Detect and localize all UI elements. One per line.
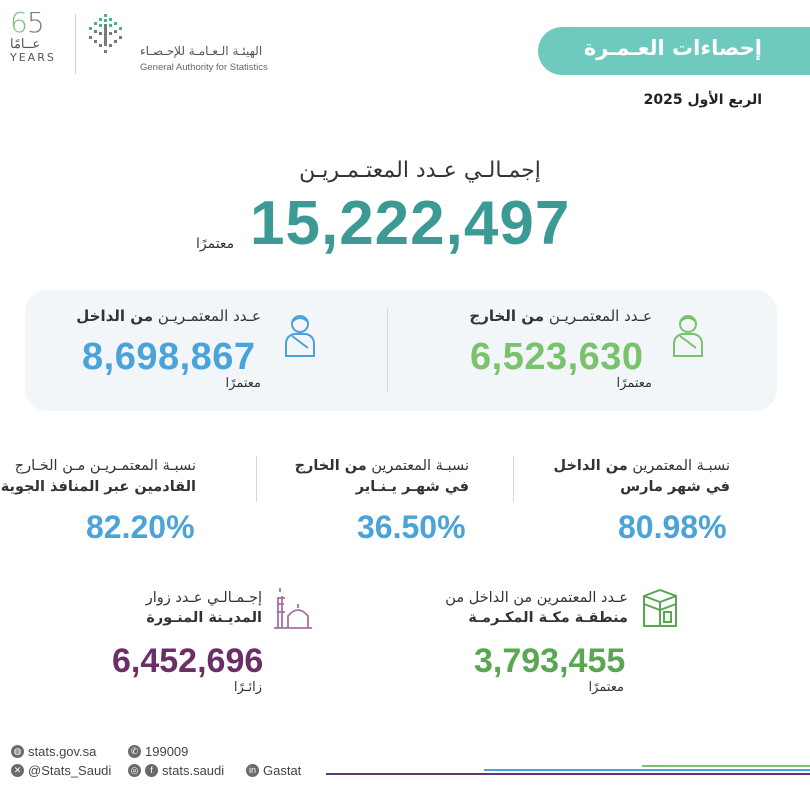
pct-air-arrivals-line1: نسبـة المعتمـريـن مـن الخـارج xyxy=(14,458,196,474)
phone-text: 199009 xyxy=(145,744,189,759)
phone-link[interactable]: ✆ 199009 xyxy=(128,744,188,759)
footer-stripe-green xyxy=(642,765,810,767)
gastat-logo-icon xyxy=(89,14,122,53)
pct-domestic-march-value: 80.98% xyxy=(618,509,727,545)
madinah-label-line2: المديـنة المنـورة xyxy=(146,610,262,626)
pct-air-arrivals-line2: القادمين عبر المنافذ الجوية xyxy=(0,479,196,495)
page-title: إحصاءات العـمـرة xyxy=(583,36,762,60)
abroad-label-bold: من الخارج xyxy=(469,307,545,325)
domestic-label: عـدد المعتمـريـن من الداخل xyxy=(76,307,261,325)
domestic-label-bold: من الداخل xyxy=(76,307,154,325)
domestic-label-prefix: عـدد المعتمـريـن xyxy=(153,307,261,325)
pct-domestic-march-line1-bold: من الداخل xyxy=(553,458,628,474)
pct-domestic-march-label: نسبـة المعتمرين من الداخل في شهر مارس xyxy=(554,456,730,498)
period-label: الربع الأول 2025 xyxy=(643,92,762,108)
pct-abroad-january-line2: في شهـر يـنـاير xyxy=(355,479,469,495)
org-name-arabic: الهيئـة الـعـامـة للإحـصـاء xyxy=(140,44,263,58)
pilgrim-abroad-icon xyxy=(673,315,703,357)
pct-divider-2 xyxy=(256,456,257,502)
footer-stripe-blue xyxy=(484,769,810,771)
total-pilgrims-label: إجمـالـي عـدد المعتـمـريـن xyxy=(299,158,541,183)
makkah-label-line1: عـدد المعتمرين من الداخل من xyxy=(445,590,628,606)
kaaba-icon xyxy=(643,588,677,627)
pct-divider-1 xyxy=(513,456,514,502)
anniversary-digit-six: 6 xyxy=(10,6,28,39)
madinah-unit: زائـرًا xyxy=(233,680,262,695)
twitter-text: @Stats_Saudi xyxy=(28,763,112,778)
facebook-icon: f xyxy=(145,764,158,777)
anniversary-english: YEARS xyxy=(10,51,56,64)
social-text: stats.saudi xyxy=(162,763,225,778)
pilgrims-origin-card xyxy=(25,290,777,411)
x-twitter-icon: ✕ xyxy=(11,764,24,777)
pct-domestic-march-line2: في شهر مارس xyxy=(620,479,730,495)
footer-stripe-purple xyxy=(326,773,810,775)
anniversary-arabic: عــامًا xyxy=(10,37,41,52)
globe-icon: ◍ xyxy=(11,745,24,758)
makkah-unit: معتمرًا xyxy=(588,680,624,695)
header-divider xyxy=(75,14,76,74)
madinah-label: إجـمـالـي عـدد زوار المديـنة المنـورة xyxy=(146,588,262,628)
madinah-value: 6,452,696 xyxy=(112,642,264,680)
pilgrim-domestic-icon xyxy=(285,315,315,357)
domestic-unit: معتمرًا xyxy=(225,376,261,391)
instagram-icon: ◎ xyxy=(128,764,141,777)
prophets-mosque-icon xyxy=(274,588,312,629)
domestic-value: 8,698,867 xyxy=(82,336,256,378)
total-pilgrims-unit: معتمرًا xyxy=(196,236,235,252)
pct-abroad-january-line1-bold: من الخارج xyxy=(294,458,367,474)
madinah-label-line1: إجـمـالـي عـدد زوار xyxy=(145,590,262,606)
linkedin-link[interactable]: in Gastat xyxy=(246,763,301,778)
linkedin-icon: in xyxy=(246,764,259,777)
makkah-label: عـدد المعتمرين من الداخل من منطقـة مكـة … xyxy=(445,588,628,628)
card-divider xyxy=(387,308,388,392)
pct-abroad-january-line1-prefix: نسبـة المعتمرين xyxy=(366,458,469,474)
phone-icon: ✆ xyxy=(128,745,141,758)
total-pilgrims-value: 15,222,497 xyxy=(250,189,571,258)
makkah-value: 3,793,455 xyxy=(474,642,626,680)
makkah-label-line2: منطقـة مكـة المكـرمـة xyxy=(468,610,628,626)
pct-air-arrivals-label: نسبـة المعتمـريـن مـن الخـارج القادمين ع… xyxy=(1,456,196,498)
abroad-value: 6,523,630 xyxy=(470,336,644,378)
abroad-label: عـدد المعتمـريـن من الخارج xyxy=(469,307,652,325)
website-text: stats.gov.sa xyxy=(28,744,97,759)
org-name-english: General Authority for Statistics xyxy=(140,62,268,73)
social-link[interactable]: ◎ f stats.saudi xyxy=(128,763,224,778)
pct-domestic-march-line1-prefix: نسبـة المعتمرين xyxy=(627,458,730,474)
pct-air-arrivals-value: 82.20% xyxy=(86,509,195,545)
pct-abroad-january-label: نسبـة المعتمرين من الخارج في شهـر يـنـاي… xyxy=(295,456,469,498)
pct-abroad-january-value: 36.50% xyxy=(357,509,466,545)
twitter-link[interactable]: ✕ @Stats_Saudi xyxy=(11,763,111,778)
website-link[interactable]: ◍ stats.gov.sa xyxy=(11,744,96,759)
abroad-unit: معتمرًا xyxy=(616,376,652,391)
anniversary-digit-five: 5 xyxy=(26,6,45,39)
anniversary-logo: 65 عــامًا YEARS xyxy=(10,8,72,78)
linkedin-text: Gastat xyxy=(263,763,302,778)
abroad-label-prefix: عـدد المعتمـريـن xyxy=(544,307,652,325)
title-banner: إحصاءات العـمـرة xyxy=(538,27,810,75)
